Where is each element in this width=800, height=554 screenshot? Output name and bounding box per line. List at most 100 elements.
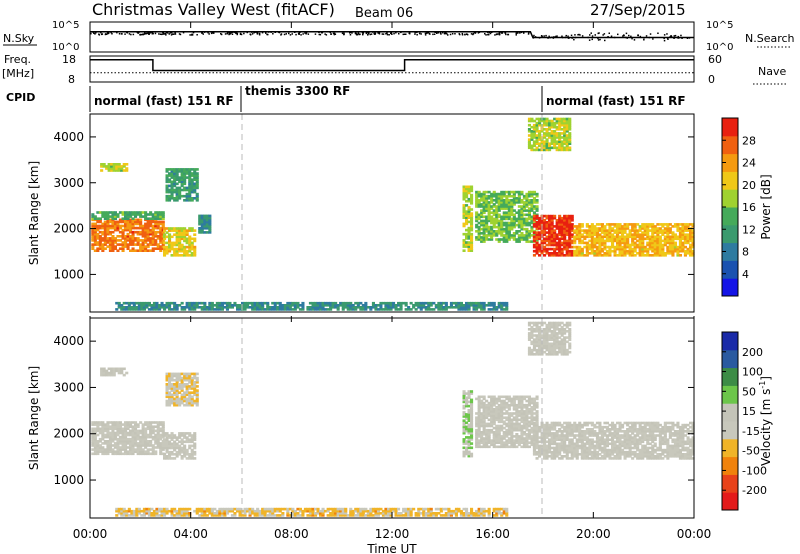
power-cell <box>558 252 562 255</box>
power-cell <box>424 306 428 309</box>
power-cell <box>151 220 155 224</box>
power-cell <box>103 235 107 238</box>
velocity-cell <box>530 397 534 401</box>
power-cell <box>568 235 572 239</box>
power-cell <box>631 243 635 247</box>
power-cell <box>525 217 529 221</box>
velocity-cell <box>477 435 481 438</box>
velocity-cell <box>495 424 499 428</box>
power-cell <box>236 304 240 307</box>
power-cell <box>480 213 484 217</box>
velocity-cell <box>495 418 499 422</box>
power-cell <box>470 220 474 224</box>
velocity-cell <box>144 423 148 426</box>
velocity-cell <box>527 397 531 401</box>
power-cell <box>558 117 562 121</box>
nsky-dot <box>464 33 466 36</box>
power-cell <box>278 308 282 311</box>
velocity-cell <box>487 422 491 426</box>
velocity-cell <box>108 440 112 443</box>
power-cell <box>136 218 140 222</box>
power-cell <box>146 239 150 242</box>
power-cell <box>676 235 680 239</box>
velocity-cell <box>477 445 481 449</box>
power-cell <box>545 221 549 224</box>
velocity-cell <box>193 374 197 378</box>
velocity-cell <box>146 433 150 437</box>
power-cell <box>151 239 155 242</box>
power-cell <box>553 138 557 141</box>
power-cell <box>288 304 292 307</box>
power-cell <box>646 249 650 253</box>
power-cell <box>139 220 143 224</box>
velocity-cell <box>105 369 109 373</box>
velocity-cell <box>183 453 187 456</box>
power-cell <box>161 213 165 216</box>
power-cell <box>555 125 559 129</box>
velocity-cell <box>161 427 165 431</box>
power-cell <box>96 226 100 230</box>
velocity-cell <box>106 444 110 447</box>
velocity-cell <box>535 444 539 448</box>
power-cell <box>140 304 144 307</box>
velocity-cell <box>507 428 511 432</box>
velocity-cell <box>470 392 474 395</box>
power-cell <box>349 304 353 307</box>
power-cell <box>144 232 148 236</box>
velocity-cell <box>512 443 516 447</box>
power-cell <box>131 224 135 228</box>
velocity-cell <box>510 428 514 432</box>
power-cell <box>683 241 687 245</box>
power-cell <box>646 241 650 245</box>
power-cell <box>422 301 426 305</box>
velocity-cell <box>175 378 179 382</box>
power-cell <box>129 224 133 228</box>
power-cell <box>487 211 491 214</box>
power-cell <box>590 235 594 239</box>
power-cell <box>568 138 572 141</box>
velocity-cell <box>480 395 484 399</box>
power-cell <box>661 254 665 257</box>
nsky-dot <box>343 33 345 36</box>
power-cell <box>452 306 456 309</box>
velocity-cell <box>173 393 177 397</box>
power-cell <box>600 239 604 243</box>
velocity-cell <box>548 450 552 454</box>
velocity-cell <box>136 433 140 437</box>
velocity-cell <box>465 436 469 439</box>
power-cell <box>553 239 557 243</box>
power-cell <box>502 201 506 204</box>
velocity-cell <box>170 453 174 456</box>
power-cell <box>91 222 95 226</box>
power-cell <box>165 306 169 309</box>
power-cell <box>142 308 146 311</box>
power-cell <box>301 304 305 307</box>
velocity-cell <box>98 450 102 453</box>
power-cell <box>490 238 494 241</box>
power-cell <box>646 225 650 228</box>
power-cell <box>517 192 521 196</box>
power-cell <box>462 193 466 197</box>
velocity-cell <box>118 448 122 451</box>
power-cell <box>608 239 612 243</box>
velocity-cell <box>522 420 526 424</box>
power-cell <box>545 128 549 131</box>
velocity-cell <box>165 436 169 439</box>
velocity-cell <box>149 440 153 443</box>
velocity-cell <box>131 425 135 428</box>
power-cell <box>482 232 486 235</box>
power-cell <box>462 243 466 246</box>
power-cell <box>336 304 340 307</box>
velocity-cell <box>545 446 549 450</box>
power-cell <box>324 308 328 311</box>
velocity-cell <box>545 423 549 427</box>
power-cell <box>238 306 242 309</box>
power-cell <box>480 221 484 225</box>
power-cell <box>173 176 177 179</box>
velocity-cell <box>146 444 150 447</box>
power-cell <box>349 301 353 305</box>
power-cell <box>387 301 391 305</box>
power-cell <box>666 249 670 253</box>
power-cell <box>136 211 140 214</box>
velocity-cell <box>467 438 471 441</box>
